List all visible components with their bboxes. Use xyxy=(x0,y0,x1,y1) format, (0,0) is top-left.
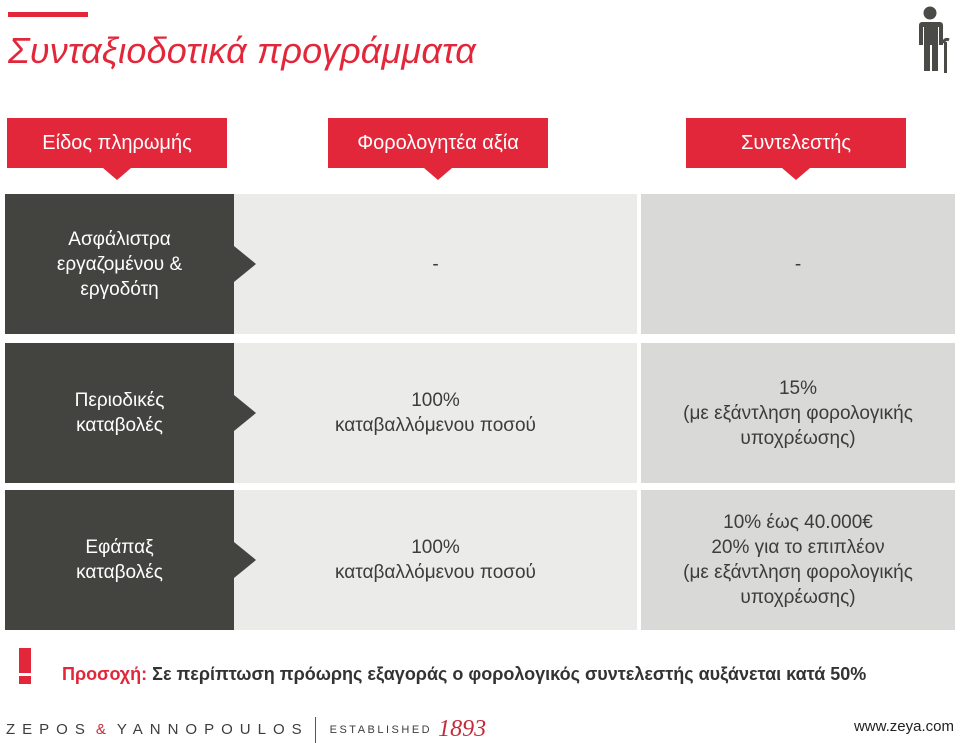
brand-name-right: YANNOPOULOS xyxy=(116,721,309,738)
row-taxable-cell: - xyxy=(234,194,637,334)
table-row: Εφάπαξ καταβολές 100% καταβαλλόμενου ποσ… xyxy=(5,490,955,630)
brand-year: 1893 xyxy=(438,716,487,742)
header-taxable-value: Φορολογητέα αξία xyxy=(328,118,548,180)
brand-established: ESTABLISHED xyxy=(329,723,433,736)
notice-body: Σε περίπτωση πρόωρης εξαγοράς ο φορολογι… xyxy=(152,664,867,684)
row-taxable-cell: 100% καταβαλλόμενου ποσού xyxy=(234,343,637,483)
warning-icon xyxy=(19,648,31,684)
row-type-cell: Ασφάλιστρα εργαζομένου & εργοδότη xyxy=(5,194,256,334)
table-row: Ασφάλιστρα εργαζομένου & εργοδότη - - xyxy=(5,194,955,334)
brand-ampersand: & xyxy=(95,721,113,738)
header-tax-rate: Συντελεστής xyxy=(686,118,906,180)
brand-logo: ZEPOS & YANNOPOULOS ESTABLISHED 1893 xyxy=(6,716,486,743)
header-payment-type: Είδος πληρωμής xyxy=(7,118,227,180)
row-type-cell: Περιοδικές καταβολές xyxy=(5,343,256,483)
row-rate-cell: - xyxy=(641,194,955,334)
notice-label: Προσοχή: xyxy=(62,664,148,684)
row-taxable-cell: 100% καταβαλλόμενου ποσού xyxy=(234,490,637,630)
notice-text: Προσοχή: Σε περίπτωση πρόωρης εξαγοράς ο… xyxy=(62,664,866,685)
website-link[interactable]: www.zeya.com xyxy=(853,718,954,735)
row-rate-cell: 10% έως 40.000€ 20% για το επιπλέον (με … xyxy=(641,490,955,630)
title-accent-bar xyxy=(8,12,88,17)
brand-divider xyxy=(314,716,316,743)
row-type-cell: Εφάπαξ καταβολές xyxy=(5,490,256,630)
page-title: Συνταξιοδοτικά προγράμματα xyxy=(8,30,476,71)
row-rate-cell: 15% (με εξάντληση φορολογικής υποχρέωσης… xyxy=(641,343,955,483)
brand-name-left: ZEPOS xyxy=(6,721,92,738)
elderly-person-icon xyxy=(919,6,950,73)
table-row: Περιοδικές καταβολές 100% καταβαλλόμενου… xyxy=(5,343,955,483)
